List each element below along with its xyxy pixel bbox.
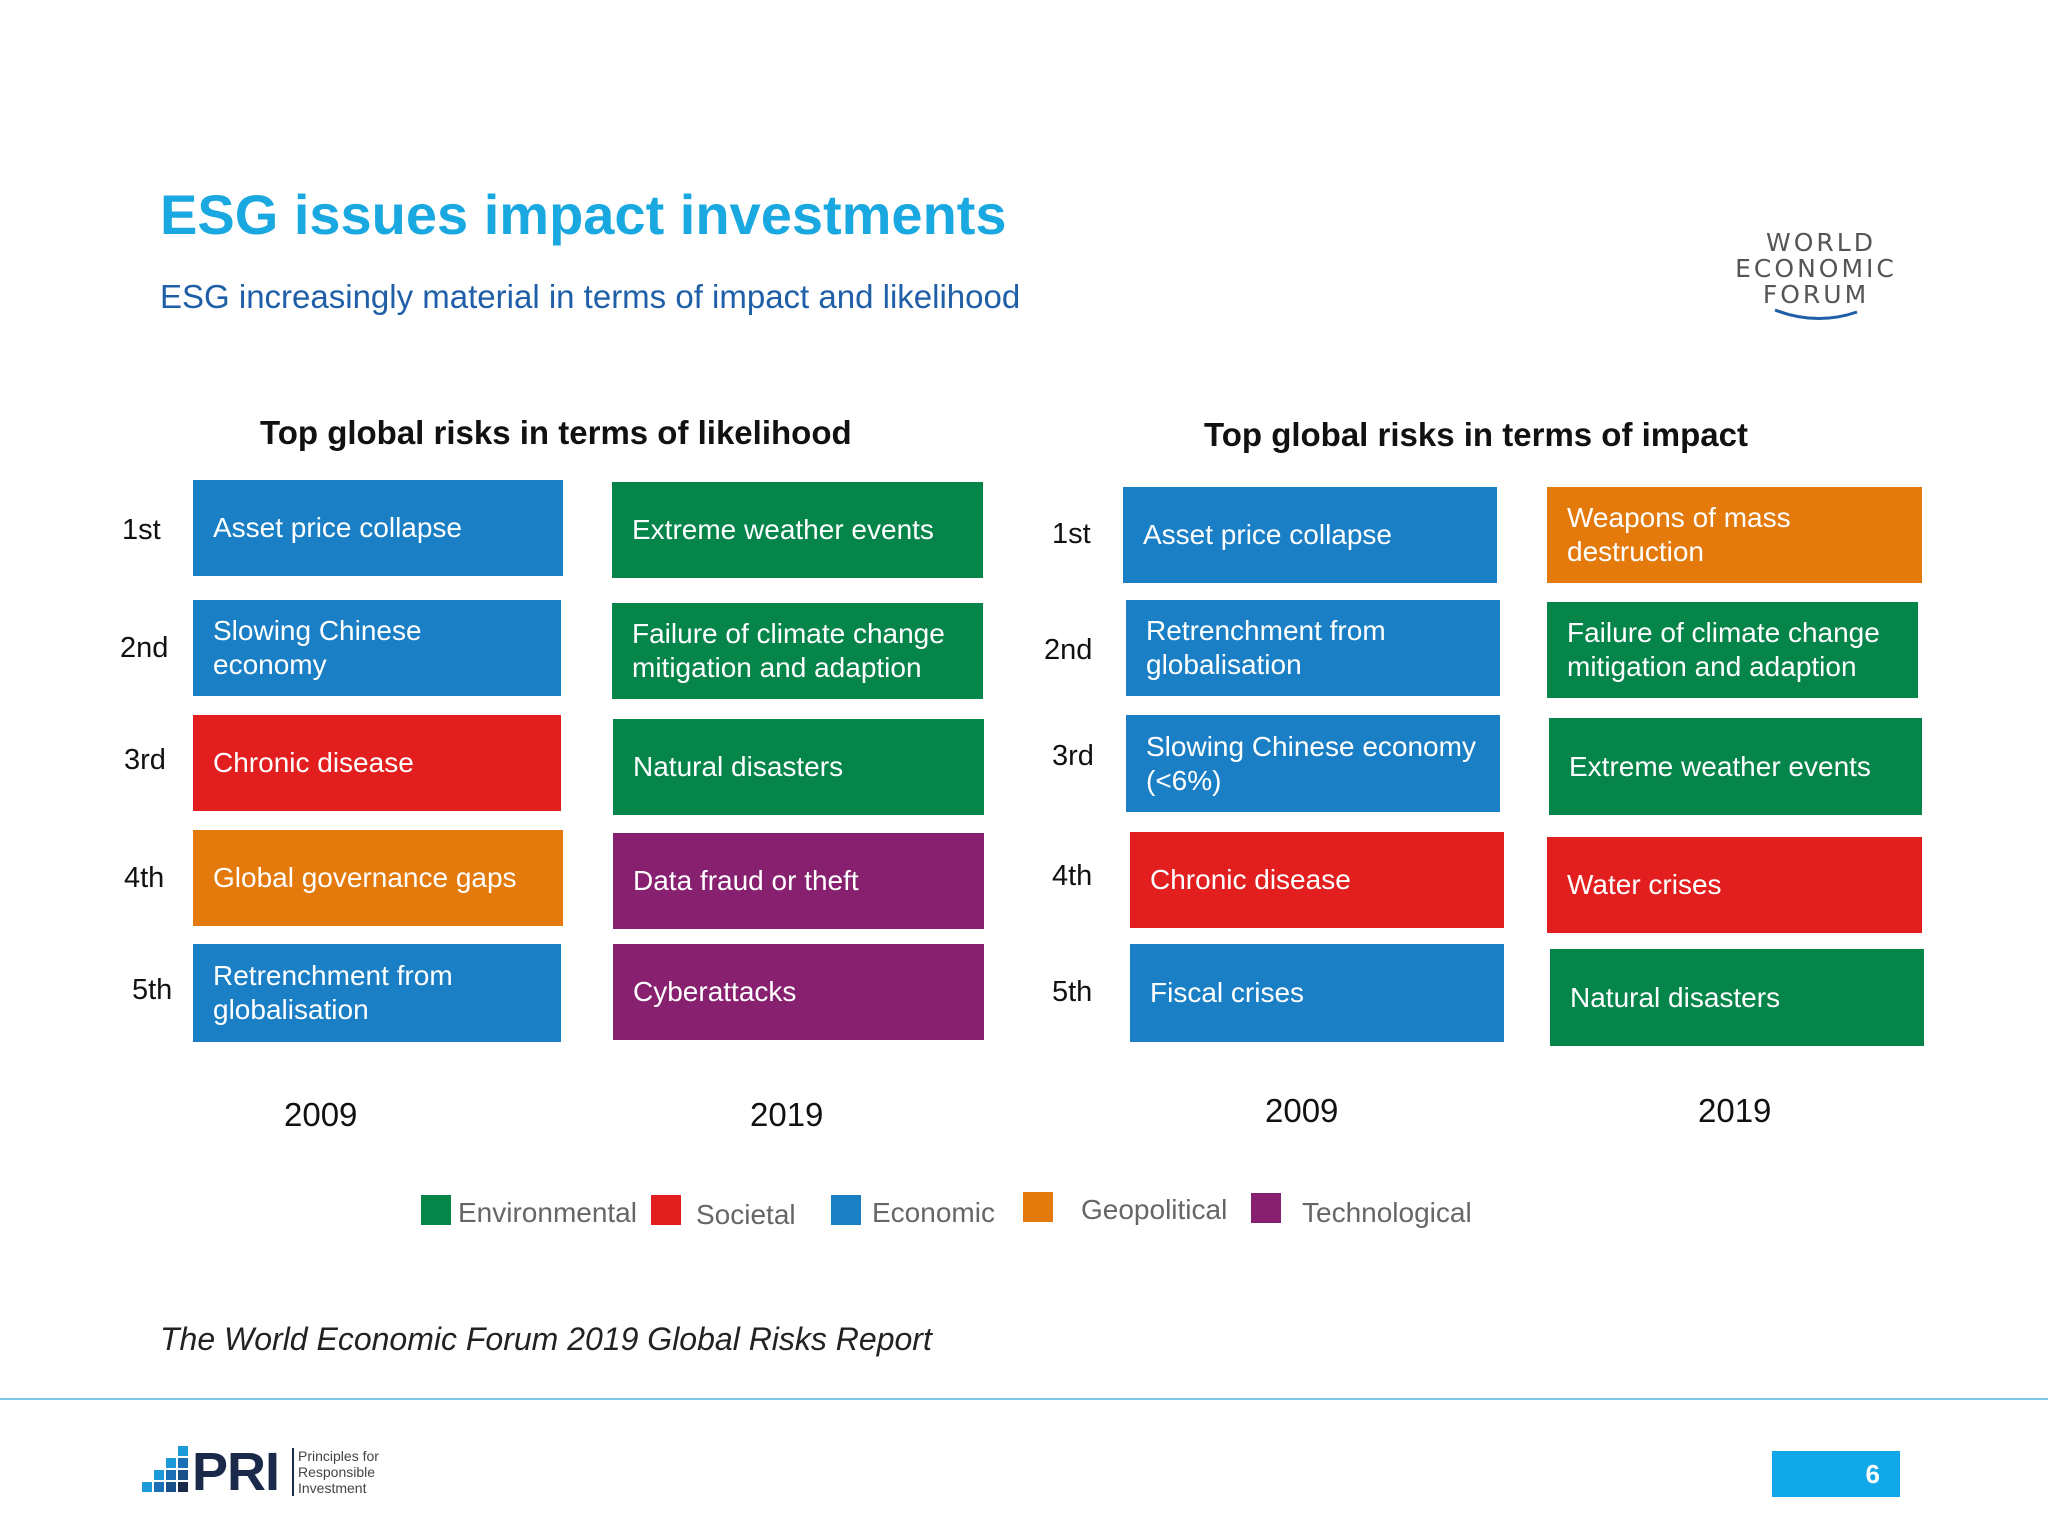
impact-year-2009: 2009 — [1265, 1092, 1339, 1129]
footer-divider — [0, 1398, 2048, 1400]
risk-label: Slowing Chinese economy — [213, 615, 422, 680]
impact-panel-title: Top global risks in terms of impact — [1204, 416, 1748, 453]
likelihood-year-2019: 2019 — [750, 1096, 824, 1133]
risk-box: Asset price collapse — [193, 480, 563, 576]
slide-title: ESG issues impact investments — [160, 183, 1007, 246]
risk-label: Chronic disease — [213, 747, 414, 778]
legend-label-geopolitical: Geopolitical — [1081, 1194, 1228, 1225]
legend-label-societal: Societal — [696, 1199, 796, 1230]
impact-rank-1: 1st — [1052, 518, 1091, 550]
legend-swatch-economic — [831, 1195, 861, 1225]
pri-logo-tagline: Principles for Responsible Investment — [292, 1448, 379, 1496]
risk-box: Retrenchment from globalisation — [1126, 600, 1500, 696]
risk-label: Cyberattacks — [633, 976, 797, 1007]
pri-tagline-2: Responsible — [298, 1464, 376, 1480]
legend-swatch-societal — [651, 1195, 681, 1225]
risk-label: Water crises — [1567, 869, 1722, 900]
risk-box: Cyberattacks — [613, 944, 984, 1040]
legend-swatch-environmental — [421, 1195, 451, 1225]
risk-label: Asset price collapse — [1143, 519, 1393, 550]
risk-box: Water crises — [1547, 837, 1922, 933]
world-economic-forum-logo: WORLD ECONOMIC FORUM — [1716, 230, 1916, 340]
wef-logo-line1: WORLD — [1766, 228, 1876, 257]
page-number: 6 — [1772, 1451, 1900, 1497]
risk-box: Retrenchment from globalisation — [193, 944, 561, 1042]
risk-label: Fiscal crises — [1150, 977, 1305, 1008]
slide-subtitle: ESG increasingly material in terms of im… — [160, 278, 1021, 315]
risk-box: Failure of climate change mitigation and… — [1547, 602, 1918, 698]
source-caption: The World Economic Forum 2019 Global Ris… — [160, 1321, 932, 1357]
risk-box: Natural disasters — [1550, 949, 1924, 1046]
risk-box: Extreme weather events — [1549, 718, 1922, 815]
risk-label: Failure of climate change mitigation and… — [1567, 617, 1880, 682]
risk-box: Fiscal crises — [1130, 944, 1504, 1042]
risk-label: Retrenchment from globalisation — [1146, 615, 1386, 680]
risk-label: Data fraud or theft — [633, 865, 859, 896]
risk-box: Data fraud or theft — [613, 833, 984, 929]
impact-rank-5: 5th — [1052, 976, 1093, 1008]
risk-box: Slowing Chinese economy (<6%) — [1126, 715, 1500, 812]
likelihood-year-2009: 2009 — [284, 1096, 358, 1133]
impact-rank-3: 3rd — [1052, 740, 1094, 772]
likelihood-rank-2: 2nd — [120, 632, 169, 664]
risk-label: Slowing Chinese economy (<6%) — [1146, 730, 1476, 796]
risk-label: Failure of climate change mitigation and… — [632, 618, 945, 683]
risk-box: Global governance gaps — [193, 830, 563, 926]
risk-label: Extreme weather events — [1569, 750, 1871, 782]
legend-label-economic: Economic — [872, 1197, 995, 1228]
pri-tagline-3: Investment — [298, 1480, 367, 1496]
legend-label-environmental: Environmental — [458, 1197, 637, 1228]
likelihood-rank-4: 4th — [124, 862, 165, 894]
risk-box: Weapons of mass destruction — [1547, 487, 1922, 583]
pri-tagline-1: Principles for — [298, 1448, 379, 1464]
pri-logo-mark: PRI — [192, 1442, 280, 1502]
risk-label: Natural disasters — [633, 751, 844, 782]
risk-box: Asset price collapse — [1123, 487, 1497, 583]
risk-label: Retrenchment from globalisation — [213, 960, 453, 1025]
risk-label: Natural disasters — [1570, 981, 1781, 1013]
pri-blocks-icon — [142, 1446, 188, 1492]
likelihood-panel-title: Top global risks in terms of likelihood — [260, 414, 852, 451]
impact-year-2019: 2019 — [1698, 1092, 1772, 1129]
likelihood-rank-1: 1st — [122, 514, 161, 546]
risk-box: Chronic disease — [193, 715, 561, 811]
risk-box: Natural disasters — [613, 719, 984, 815]
likelihood-rank-5: 5th — [132, 974, 173, 1006]
wef-logo-line3: FORUM — [1762, 280, 1870, 309]
likelihood-rank-3: 3rd — [124, 744, 166, 776]
risk-label: Global governance gaps — [213, 862, 517, 893]
impact-rank-4: 4th — [1052, 860, 1093, 892]
legend-label-technological: Technological — [1302, 1197, 1472, 1228]
risk-box: Failure of climate change mitigation and… — [612, 603, 983, 699]
risk-label: Asset price collapse — [213, 512, 463, 543]
wef-logo-arc-icon — [1774, 308, 1858, 320]
legend-swatch-technological — [1251, 1193, 1281, 1223]
risk-box: Slowing Chinese economy — [193, 600, 561, 696]
risk-label: Extreme weather events — [632, 514, 934, 545]
wef-logo-line2: ECONOMIC — [1735, 254, 1897, 283]
legend-swatch-geopolitical — [1023, 1192, 1053, 1222]
risk-label: Chronic disease — [1150, 864, 1351, 895]
impact-rank-2: 2nd — [1044, 634, 1093, 666]
risk-box: Chronic disease — [1130, 832, 1504, 928]
risk-label: Weapons of mass destruction — [1567, 502, 1791, 567]
risk-box: Extreme weather events — [612, 482, 983, 578]
